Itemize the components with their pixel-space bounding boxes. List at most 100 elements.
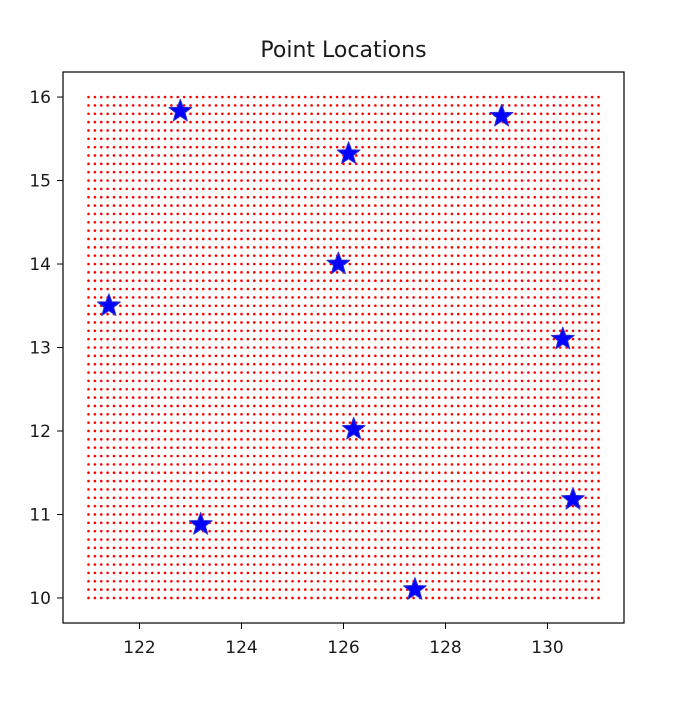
grid-point xyxy=(456,137,460,141)
grid-point xyxy=(520,104,524,107)
grid-point xyxy=(246,513,250,516)
grid-point xyxy=(354,588,358,591)
grid-point xyxy=(112,579,116,583)
grid-point xyxy=(533,588,537,591)
grid-point xyxy=(558,170,562,174)
grid-point xyxy=(418,229,422,232)
grid-point xyxy=(437,579,441,583)
grid-point xyxy=(348,229,352,232)
grid-point xyxy=(329,179,333,182)
grid-point xyxy=(584,246,588,249)
grid-point xyxy=(476,596,479,600)
grid-point xyxy=(93,145,97,149)
grid-point xyxy=(418,488,422,491)
grid-point xyxy=(354,195,358,199)
grid-point xyxy=(131,304,135,308)
grid-point xyxy=(354,463,358,466)
grid-point xyxy=(252,454,256,458)
grid-point xyxy=(252,304,256,308)
grid-point xyxy=(437,145,441,149)
grid-point xyxy=(335,271,339,274)
grid-point xyxy=(227,229,231,232)
grid-point xyxy=(488,204,492,207)
grid-point xyxy=(469,337,473,341)
grid-point xyxy=(399,195,403,199)
grid-point xyxy=(208,262,211,266)
grid-point xyxy=(444,479,447,483)
grid-point xyxy=(157,446,160,449)
grid-point xyxy=(112,438,116,441)
grid-point xyxy=(316,504,320,508)
grid-point xyxy=(380,137,384,141)
grid-point xyxy=(450,187,454,191)
grid-point xyxy=(87,329,90,333)
grid-point xyxy=(367,429,371,433)
grid-point xyxy=(418,204,422,207)
grid-point xyxy=(393,504,396,508)
grid-point xyxy=(201,279,205,283)
grid-point xyxy=(527,262,530,266)
grid-point xyxy=(558,538,562,541)
grid-point xyxy=(310,95,313,99)
grid-point xyxy=(240,254,243,257)
grid-point xyxy=(418,387,422,391)
grid-point xyxy=(125,287,129,291)
grid-point xyxy=(354,187,358,191)
grid-point xyxy=(514,521,517,525)
grid-point xyxy=(469,479,473,483)
grid-point xyxy=(252,446,256,449)
grid-point xyxy=(284,346,288,349)
grid-point xyxy=(303,412,307,416)
grid-point xyxy=(546,120,549,124)
grid-point xyxy=(590,546,594,550)
grid-point xyxy=(501,521,505,525)
grid-point xyxy=(323,195,326,199)
grid-point xyxy=(418,296,422,299)
grid-point xyxy=(278,229,282,232)
grid-point xyxy=(386,387,390,391)
grid-point xyxy=(418,95,422,99)
grid-point xyxy=(495,304,498,308)
grid-point xyxy=(303,463,307,466)
grid-point xyxy=(431,212,435,216)
grid-point xyxy=(482,237,486,241)
grid-point xyxy=(182,204,186,207)
grid-point xyxy=(463,179,466,182)
grid-point xyxy=(399,429,403,433)
grid-point xyxy=(361,546,364,550)
grid-point xyxy=(303,170,307,174)
grid-point xyxy=(157,362,160,366)
grid-point xyxy=(546,162,549,166)
grid-point xyxy=(87,312,90,316)
grid-point xyxy=(138,521,141,525)
grid-point xyxy=(201,546,205,550)
grid-point xyxy=(501,529,505,533)
grid-point xyxy=(233,563,237,566)
grid-point xyxy=(348,571,352,575)
grid-point xyxy=(265,571,269,575)
grid-point xyxy=(482,371,486,374)
grid-point xyxy=(310,546,313,550)
grid-point xyxy=(546,287,549,291)
grid-point xyxy=(278,129,282,132)
grid-point xyxy=(246,204,250,207)
grid-point xyxy=(233,329,237,333)
grid-point xyxy=(112,170,116,174)
grid-point xyxy=(221,421,224,424)
grid-point xyxy=(418,454,422,458)
grid-point xyxy=(514,137,517,141)
grid-point xyxy=(597,296,600,299)
grid-point xyxy=(119,446,122,449)
grid-point xyxy=(195,112,199,116)
grid-point xyxy=(418,179,422,182)
grid-point xyxy=(303,504,307,508)
grid-point xyxy=(99,279,103,283)
grid-point xyxy=(431,488,435,491)
grid-point xyxy=(374,104,377,107)
grid-point xyxy=(597,412,600,416)
grid-point xyxy=(590,145,594,149)
grid-point xyxy=(221,321,224,324)
grid-point xyxy=(323,488,326,491)
grid-point xyxy=(456,579,460,583)
grid-point xyxy=(514,479,517,483)
